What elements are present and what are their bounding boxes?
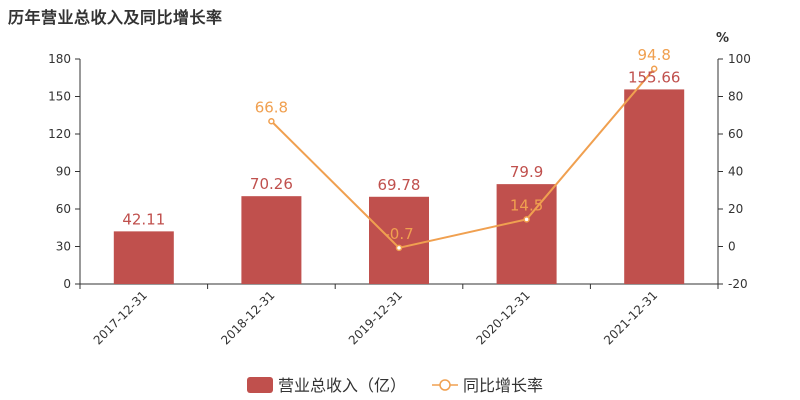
bar-series [113,89,685,284]
bar-data-label: 70.26 [250,175,293,193]
bar-data-label: 42.11 [122,210,165,228]
y-left-tick-label: 90 [56,165,71,179]
bar [113,231,174,284]
y-right-tick-label: 20 [728,202,743,216]
y-left-tick-label: 0 [63,277,71,291]
y-right-tick-label: 60 [728,127,743,141]
x-tick-label: 2017-12-31 [91,288,150,347]
x-tick-label: 2021-12-31 [601,288,660,347]
bar [624,89,685,284]
y-right-tick-label: 80 [728,90,743,104]
bar [496,184,557,284]
bar [241,196,302,284]
y-left-tick-label: 150 [48,90,71,104]
x-tick-label: 2018-12-31 [218,288,277,347]
bar [369,196,429,284]
legend-line-marker [439,379,451,391]
x-tick-label: 2020-12-31 [474,288,533,347]
y-right-tick-label: -20 [728,277,748,291]
legend-bar-label: 营业总收入（亿） [278,376,406,395]
y-right-tick-label: 100 [728,52,751,66]
line-data-label: -0.7 [384,225,413,243]
y-right-tick-label: 0 [728,240,736,254]
bar-data-label: 79.9 [510,163,543,181]
legend-line-label: 同比增长率 [463,376,543,395]
y-left-tick-label: 30 [56,240,71,254]
line-point [395,244,403,252]
y-left-tick-label: 120 [48,127,71,141]
y-left-tick-label: 60 [56,202,71,216]
line-series [268,65,658,252]
legend-bar-swatch [247,377,273,393]
line-data-label: 94.8 [637,46,670,64]
chart-title: 历年营业总收入及同比增长率 [8,8,223,27]
line-data-label: 66.8 [255,98,288,116]
bar-data-label: 69.78 [378,176,421,194]
y-right-tick-label: 40 [728,165,743,179]
data-labels: 42.11 70.26 69.78 79.9 155.66 66.8 -0.7 14.5 94.… [122,46,680,243]
y-left-tick-label: 180 [48,52,71,66]
growth-line [270,68,655,249]
y-right-unit: % [716,31,729,46]
line-point [650,65,658,72]
line-point [523,216,530,223]
line-point [268,118,275,125]
bar-data-label: 155.66 [628,68,681,86]
legend: 营业总收入（亿） 同比增长率 [247,376,543,395]
line-data-label: 14.5 [510,196,543,214]
x-tick-label: 2019-12-31 [346,288,405,347]
